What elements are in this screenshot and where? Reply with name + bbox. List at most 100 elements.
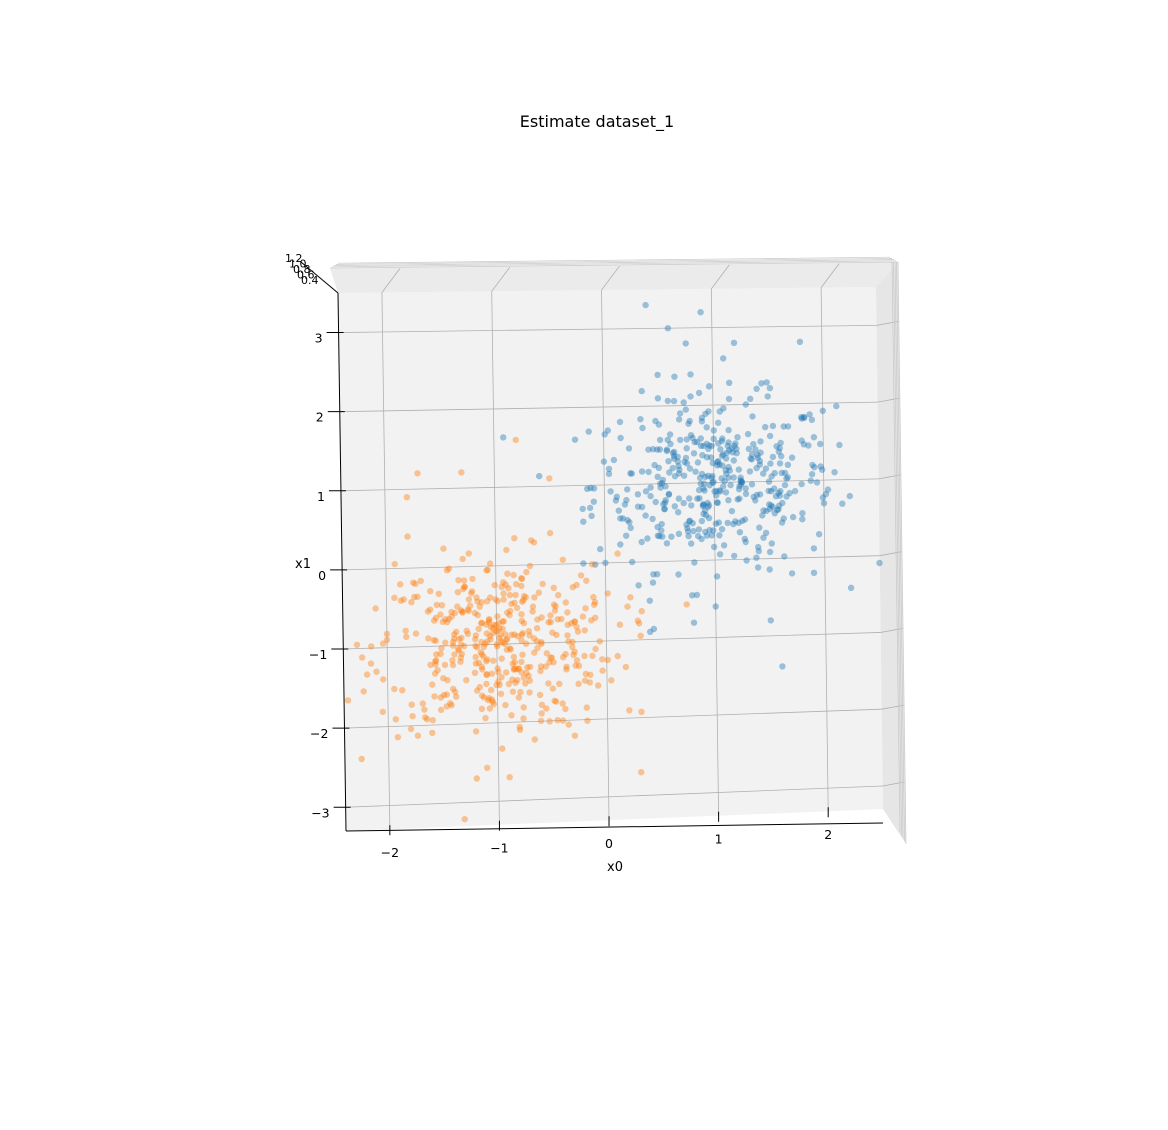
data-point bbox=[720, 405, 727, 412]
data-point bbox=[508, 600, 515, 607]
data-point bbox=[429, 729, 436, 737]
data-point bbox=[450, 685, 457, 693]
data-point bbox=[701, 507, 709, 514]
data-point bbox=[536, 472, 543, 480]
data-point bbox=[481, 640, 489, 647]
data-point bbox=[379, 640, 387, 647]
data-point bbox=[780, 423, 787, 430]
data-point bbox=[616, 418, 624, 426]
data-point bbox=[518, 617, 525, 624]
data-point bbox=[539, 580, 546, 588]
data-point bbox=[702, 410, 709, 418]
data-point bbox=[747, 395, 754, 402]
data-point bbox=[569, 643, 576, 651]
data-point bbox=[512, 666, 520, 673]
data-point bbox=[583, 577, 590, 584]
data-point bbox=[538, 710, 545, 717]
data-point bbox=[515, 665, 522, 672]
data-point bbox=[537, 663, 545, 670]
data-point bbox=[457, 607, 465, 614]
data-point bbox=[527, 663, 534, 671]
data-point bbox=[769, 453, 777, 461]
y-tick-label: −1 bbox=[309, 647, 327, 662]
data-point bbox=[490, 657, 497, 664]
data-point bbox=[764, 393, 771, 400]
data-point bbox=[730, 457, 737, 464]
data-point bbox=[447, 700, 454, 707]
data-point bbox=[549, 685, 557, 692]
data-point bbox=[807, 477, 814, 484]
data-point bbox=[781, 469, 789, 477]
data-point bbox=[584, 485, 591, 492]
data-point bbox=[506, 774, 513, 781]
data-point bbox=[700, 510, 707, 517]
data-point bbox=[629, 558, 636, 566]
x-grid-line bbox=[710, 288, 720, 816]
data-point bbox=[526, 689, 533, 696]
data-point bbox=[599, 667, 606, 674]
data-point bbox=[550, 584, 557, 591]
y-ticks: −3 −2 −1 0 1 2 3 bbox=[309, 331, 351, 820]
data-point bbox=[776, 444, 783, 452]
data-point bbox=[529, 603, 537, 610]
data-point bbox=[779, 663, 786, 670]
data-point bbox=[529, 608, 536, 615]
data-point bbox=[810, 545, 818, 552]
data-point bbox=[744, 430, 752, 438]
data-point bbox=[543, 705, 550, 712]
data-point bbox=[454, 589, 462, 596]
data-point bbox=[509, 676, 516, 683]
data-point bbox=[783, 493, 790, 500]
data-point bbox=[683, 601, 690, 608]
data-point bbox=[488, 696, 496, 703]
data-point bbox=[650, 571, 657, 578]
data-point bbox=[704, 472, 712, 479]
data-point bbox=[700, 480, 708, 487]
data-point bbox=[663, 447, 670, 455]
data-point bbox=[487, 624, 495, 631]
data-point bbox=[626, 707, 633, 714]
data-point bbox=[639, 424, 646, 432]
data-point bbox=[736, 495, 743, 502]
data-point bbox=[683, 445, 690, 452]
data-point bbox=[626, 519, 633, 526]
data-point bbox=[680, 472, 688, 479]
data-point bbox=[735, 486, 743, 493]
data-point bbox=[742, 485, 749, 492]
data-point bbox=[435, 590, 442, 597]
data-point bbox=[427, 606, 434, 613]
data-point bbox=[510, 653, 518, 661]
data-point bbox=[505, 680, 513, 688]
data-point bbox=[683, 460, 691, 467]
data-point bbox=[634, 491, 642, 498]
data-point bbox=[534, 616, 541, 623]
data-point bbox=[661, 506, 668, 513]
data-point bbox=[392, 716, 399, 723]
data-point bbox=[697, 442, 705, 449]
data-point bbox=[591, 599, 599, 606]
data-point bbox=[547, 612, 554, 619]
data-point bbox=[654, 395, 662, 402]
data-point bbox=[525, 628, 532, 635]
data-point bbox=[458, 650, 465, 658]
data-point bbox=[448, 608, 455, 616]
wall-grid-line bbox=[820, 263, 840, 288]
data-point bbox=[579, 505, 586, 513]
grid-lines bbox=[338, 287, 883, 830]
data-point bbox=[496, 625, 503, 632]
data-point bbox=[638, 503, 646, 511]
data-point bbox=[690, 527, 697, 535]
data-point bbox=[424, 608, 432, 615]
data-point bbox=[722, 489, 730, 496]
data-point bbox=[666, 431, 674, 438]
data-point bbox=[588, 617, 595, 624]
x-tick-label: 1 bbox=[715, 832, 723, 847]
series-2 bbox=[344, 436, 690, 823]
data-point bbox=[806, 411, 813, 418]
data-point bbox=[484, 764, 491, 771]
data-point bbox=[443, 703, 450, 710]
data-point bbox=[651, 461, 658, 469]
data-point bbox=[573, 623, 580, 631]
data-point bbox=[698, 470, 706, 478]
data-point bbox=[612, 497, 620, 504]
